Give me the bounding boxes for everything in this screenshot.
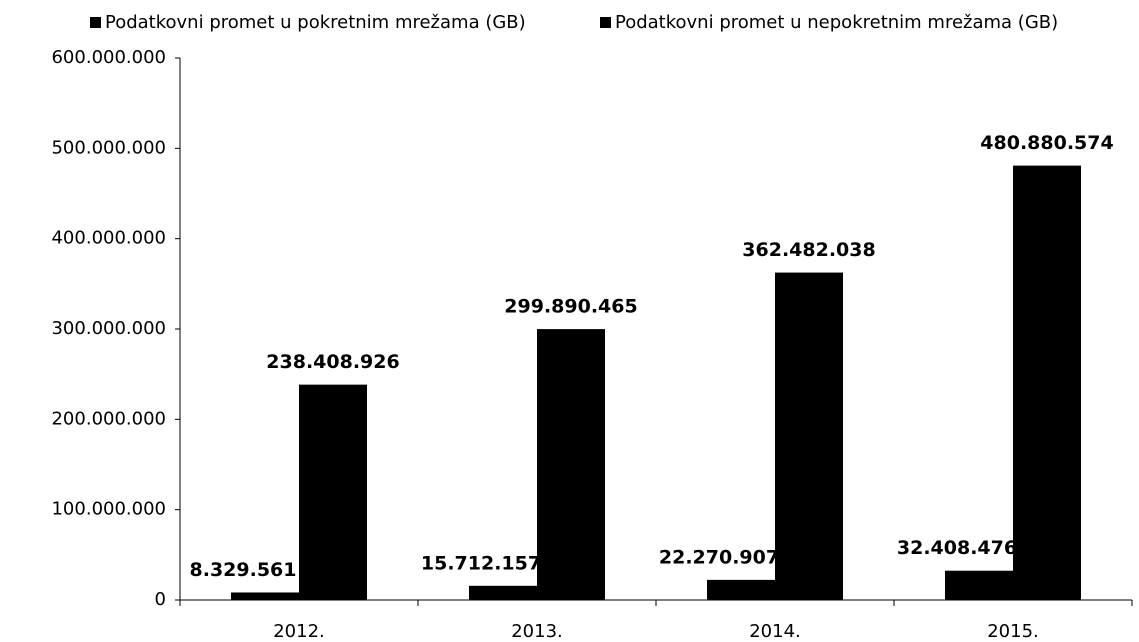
y-tick-label: 400.000.000	[51, 228, 166, 249]
y-tick-label: 500.000.000	[51, 137, 166, 158]
legend-label: Podatkovni promet u nepokretnim mrežama …	[615, 12, 1058, 33]
legend-swatch	[90, 17, 101, 28]
bar	[1013, 165, 1081, 600]
bar	[945, 570, 1013, 600]
value-label: 480.880.574	[980, 132, 1113, 154]
legend-label: Podatkovni promet u pokretnim mrežama (G…	[105, 12, 526, 33]
bar	[537, 329, 605, 600]
y-tick-label: 0	[155, 589, 166, 610]
x-tick-label: 2013.	[511, 621, 563, 642]
y-tick-label: 100.000.000	[51, 499, 166, 520]
legend-swatch	[600, 17, 611, 28]
value-label: 15.712.157	[421, 552, 541, 574]
bar	[299, 384, 367, 600]
bar	[469, 585, 537, 600]
value-label: 238.408.926	[266, 351, 399, 373]
value-label: 362.482.038	[742, 239, 875, 261]
value-label: 32.408.476	[897, 537, 1017, 559]
x-tick-label: 2012.	[273, 621, 325, 642]
y-tick-label: 600.000.000	[51, 47, 166, 68]
bar	[775, 272, 843, 600]
y-tick-label: 200.000.000	[51, 408, 166, 429]
x-tick-label: 2014.	[749, 621, 801, 642]
value-label: 299.890.465	[504, 296, 637, 318]
x-tick-label: 2015.	[987, 621, 1039, 642]
value-label: 22.270.907	[659, 546, 779, 568]
y-tick-label: 300.000.000	[51, 318, 166, 339]
bar	[707, 579, 775, 600]
bar	[231, 592, 299, 600]
value-label: 8.329.561	[190, 559, 297, 581]
